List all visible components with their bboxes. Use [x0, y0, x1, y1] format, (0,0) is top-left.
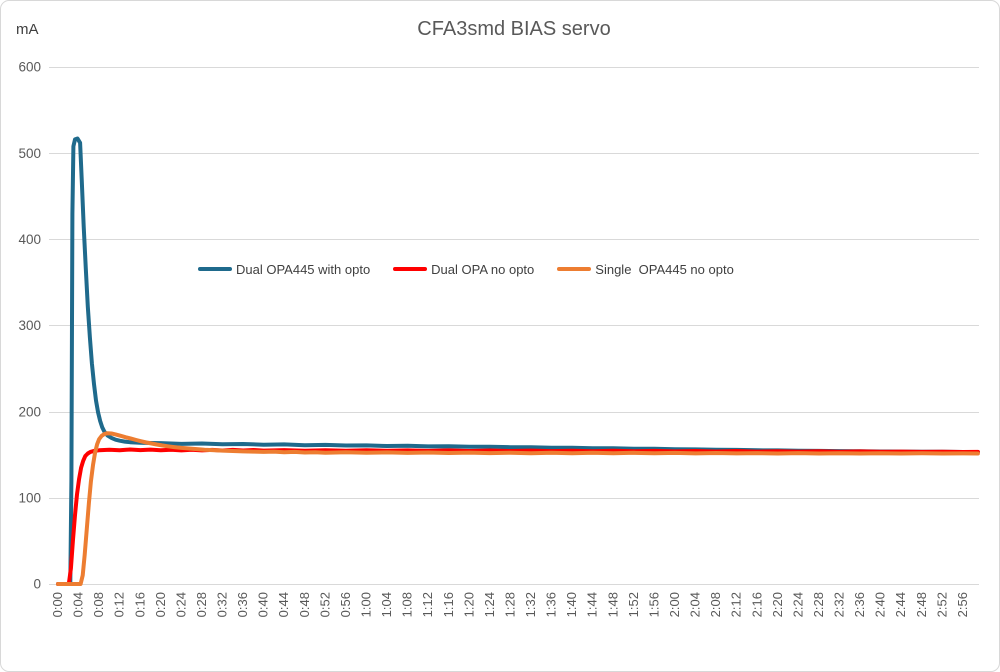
x-tick-label: 2:56 — [955, 592, 970, 617]
legend-label: Dual OPA445 with opto — [236, 261, 371, 277]
legend-label: Single OPA445 no opto — [595, 261, 734, 277]
x-tick-label: 2:40 — [873, 592, 888, 617]
x-tick-label: 2:00 — [667, 592, 682, 617]
x-tick-label: 0:56 — [338, 592, 353, 617]
y-tick-label: 0 — [33, 577, 41, 592]
y-axis-unit-label: mA — [16, 21, 39, 38]
legend-item-single-opa445-no-opto: Single OPA445 no opto — [557, 262, 734, 277]
x-tick-label: 2:20 — [770, 592, 785, 617]
x-tick-label: 2:12 — [729, 592, 744, 617]
legend-line-swatch — [393, 267, 428, 271]
x-tick-label: 0:24 — [173, 592, 188, 617]
x-tick-label: 2:44 — [893, 592, 908, 617]
x-tick-label: 1:16 — [441, 592, 456, 617]
x-tick-label: 2:52 — [934, 592, 949, 617]
x-tick-label: 0:16 — [132, 592, 147, 617]
x-tick-label: 0:36 — [235, 592, 250, 617]
x-tick-label: 1:52 — [626, 592, 641, 617]
x-tick-label: 1:24 — [482, 592, 497, 617]
y-tick-label: 500 — [18, 146, 41, 161]
x-tick-label: 1:12 — [420, 592, 435, 617]
y-tick-label: 600 — [18, 60, 41, 75]
x-tick-label: 0:08 — [91, 592, 106, 617]
x-tick-label: 1:04 — [379, 592, 394, 617]
series-line-single-opa445-no-opto — [56, 431, 980, 586]
legend-label: Dual OPA no opto — [431, 261, 535, 277]
x-tick-label: 1:40 — [564, 592, 579, 617]
series-line-dual-opa-no-opto — [56, 447, 980, 586]
y-tick-label: 100 — [18, 490, 41, 505]
legend-item-dual-opa445-with-opto: Dual OPA445 with opto — [198, 262, 370, 277]
x-tick-label: 1:36 — [544, 592, 559, 617]
x-tick-label: 0:28 — [194, 592, 209, 617]
x-tick-label: 1:20 — [461, 592, 476, 617]
x-tick-label: 0:40 — [256, 592, 271, 617]
x-tick-label: 2:08 — [708, 592, 723, 617]
x-tick-label: 0:00 — [50, 592, 65, 617]
x-tick-label: 0:48 — [297, 592, 312, 617]
x-tick-label: 2:48 — [914, 592, 929, 617]
x-tick-label: 2:24 — [790, 592, 805, 617]
x-tick-label: 1:00 — [359, 592, 374, 617]
x-tick-label: 2:36 — [852, 592, 867, 617]
x-tick-label: 1:44 — [585, 592, 600, 617]
chart-title: CFA3smd BIAS servo — [417, 18, 611, 40]
y-tick-label: 300 — [18, 318, 41, 333]
legend-line-swatch — [198, 267, 232, 271]
x-tick-label: 1:32 — [523, 592, 538, 617]
x-tick-label: 2:04 — [688, 592, 703, 617]
x-tick-label: 0:12 — [112, 592, 127, 617]
legend: Dual OPA445 with opto Dual OPA no opto S… — [198, 260, 734, 278]
x-tick-label: 0:52 — [317, 592, 332, 617]
x-tick-label: 1:56 — [646, 592, 661, 617]
x-tick-label: 2:28 — [811, 592, 826, 617]
x-tick-label: 1:28 — [502, 592, 517, 617]
x-tick-label: 0:20 — [153, 592, 168, 617]
series-line-dual-opa445-with-opto — [56, 136, 980, 586]
y-tick-label: 200 — [18, 404, 41, 419]
legend-line-swatch — [557, 267, 592, 271]
x-tick-label: 0:32 — [215, 592, 230, 617]
x-tick-label: 0:44 — [276, 592, 291, 617]
x-tick-label: 2:32 — [832, 592, 847, 617]
x-tick-label: 0:04 — [71, 592, 86, 617]
x-tick-label: 1:48 — [605, 592, 620, 617]
legend-item-dual-opa-no-opto: Dual OPA no opto — [393, 262, 534, 277]
y-tick-label: 400 — [18, 232, 41, 247]
x-tick-label: 1:08 — [400, 592, 415, 617]
x-tick-label: 2:16 — [749, 592, 764, 617]
